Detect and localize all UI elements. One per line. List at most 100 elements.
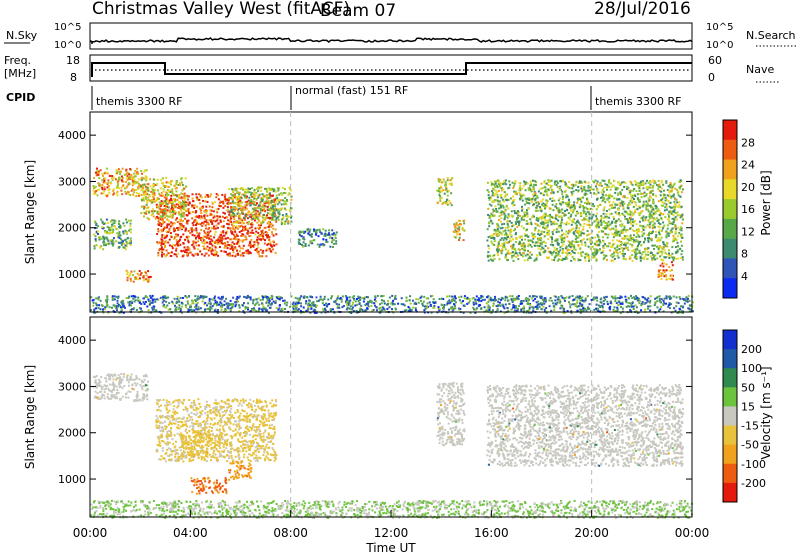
power-cbar-tick-4: 12 [741,225,755,238]
velocity-region-6 [486,384,684,468]
time-axis-label: Time UT [365,541,416,554]
freq-trace [91,62,692,77]
power-cbar-frame [722,119,738,299]
velocity-cbar-tick-1: 100 [741,362,762,375]
nave-tick-bottom: 0 [708,71,715,84]
power-region-5 [228,186,293,226]
velocity-cbar-tick-3: 15 [741,400,755,413]
velocity-ytick-label-3: 1000 [58,473,86,486]
xtick-label-4: 16:00 [474,526,509,540]
nsky-frame [89,22,693,50]
velocity-cbar-swatch-8 [723,482,737,503]
velocity-ytick-label-2: 2000 [58,427,86,440]
xtick-label-5: 20:00 [574,526,609,540]
power-cbar-swatch-7 [723,258,737,279]
freq-unit-label: [MHz] [4,67,36,80]
power-panel: 4000 3000 2000 1000 Slant Range [km] 28 24 20… [23,111,773,314]
power-cbar-tick-6: 4 [741,270,748,283]
velocity-panel: 4000 3000 2000 1000 Slant Range [km] 200 100… [23,316,773,519]
power-yticks: 4000 3000 2000 1000 [58,129,692,281]
freq-strip: Freq. [MHz] 18 8 60 0 Nave [4,54,780,84]
xtick-label-3: 12:00 [374,526,409,540]
velocity-cbar-tick-0: 200 [741,343,762,356]
power-region-3 [155,193,278,258]
velocity-cbar-swatch-6 [723,444,737,465]
cpid-segment-1: themis 3300 RF [96,95,183,108]
velocity-region-4 [228,460,253,481]
power-cbar-swatch-1 [723,139,737,161]
velocity-region-5 [436,381,466,447]
power-region-2 [125,269,152,283]
power-ytick-label-1: 3000 [58,175,86,188]
power-region-0 [92,167,149,198]
velocity-region-2 [181,433,213,458]
nsky-tick-bottom: 10^0 [54,40,81,51]
power-cbar-swatch-0 [723,120,737,141]
power-cbar-tick-5: 8 [741,248,748,261]
power-region-9 [486,179,684,262]
freq-tick-top: 18 [66,54,80,67]
xtick-label-2: 08:00 [273,526,308,540]
velocity-ylabel: Slant Range [km] [23,365,37,469]
velocity-cbar-tick-5: -50 [741,439,759,452]
freq-tick-bottom: 8 [70,71,77,84]
velocity-cbar-swatch-2 [723,368,737,388]
velocity-region-1 [155,398,278,463]
power-ytick-label-0: 4000 [58,129,86,142]
power-cbar-swatch-2 [723,159,737,180]
nsky-label: N.Sky [6,29,38,42]
velocity-cbar-swatch-0 [723,330,737,350]
power-cbar-tick-0: 28 [741,136,755,149]
power-ytick-label-2: 2000 [58,222,86,235]
nsky-trace [89,37,693,44]
power-colorbar: 28 24 20 16 12 8 4 [722,119,755,299]
nsearch-tick-top: 10^5 [706,22,733,33]
power-cbar-swatch-6 [723,238,737,259]
velocity-time-gridlines [290,317,593,517]
date-label: 28/Jul/2016 [594,0,691,19]
velocity-cbar-swatch-1 [723,349,737,369]
power-cbar-tick-2: 20 [741,181,755,194]
time-axis-ticks: 00:00 04:00 08:00 12:00 16:00 20:00 00:00 [73,510,710,540]
nsearch-tick-bottom: 10^0 [706,40,733,51]
cpid-segment-2: normal (fast) 151 RF [295,84,408,97]
freq-label: Freq. [4,54,31,67]
velocity-scatter-data [90,373,693,519]
power-time-gridlines [290,112,593,312]
beam-label: Beam 07 [320,1,396,21]
velocity-region-0 [92,373,149,402]
velocity-yticks: 4000 3000 2000 1000 [58,334,692,486]
power-region-10 [657,261,674,281]
power-region-1 [93,218,132,251]
power-cbar-swatch-3 [723,179,737,200]
velocity-cbar-tick-4: -15 [741,420,759,433]
nave-tick-top: 60 [708,54,722,67]
power-cbar-tick-3: 16 [741,203,755,216]
freq-frame [89,54,693,82]
power-region-7 [436,177,454,207]
velocity-cbar-swatch-3 [723,387,737,407]
xtick-label-6: 00:00 [675,526,710,540]
nsky-tick-top: 10^5 [54,22,81,33]
nsearch-label: N.Search [746,29,796,42]
velocity-cbar-swatch-4 [723,406,737,427]
velocity-region-3 [190,476,228,495]
velocity-cbar-swatch-5 [723,425,737,446]
velocity-ytick-label-0: 4000 [58,334,86,347]
power-region-4 [140,176,188,221]
cpid-segment-3: themis 3300 RF [595,95,682,108]
power-region-8 [452,219,466,242]
velocity-cbar-tick-6: -100 [741,458,766,471]
power-region-6 [297,228,338,248]
velocity-cbar-tick-2: 50 [741,381,755,394]
xtick-label-0: 00:00 [73,526,108,540]
nave-label: Nave [746,63,774,76]
velocity-region-7 [90,499,693,519]
power-scatter-data [90,167,694,314]
power-cbar-swatch-5 [723,218,737,240]
xtick-label-1: 04:00 [173,526,208,540]
power-frame [89,111,693,313]
station-title: Christmas Valley West (fitACF) [92,0,350,19]
velocity-cbar-label: Velocity [m s⁻¹] [759,366,773,459]
